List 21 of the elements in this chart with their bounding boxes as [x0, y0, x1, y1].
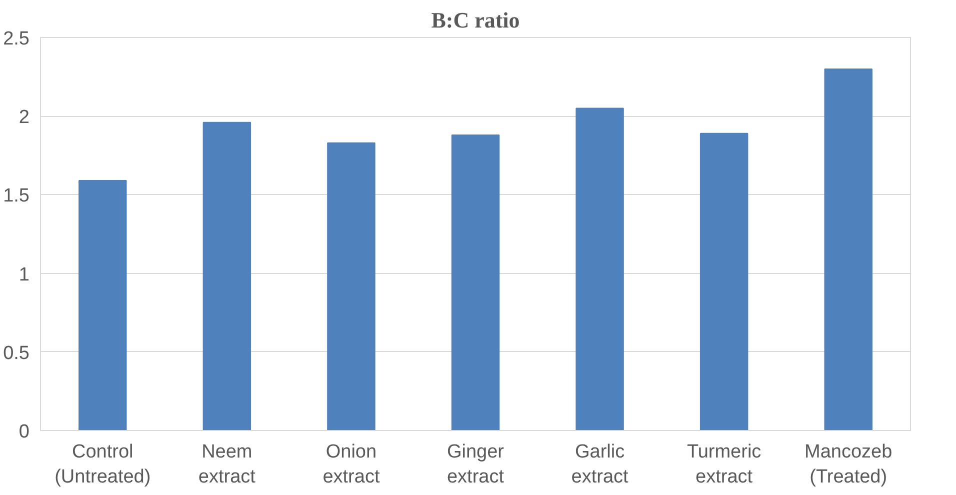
x-tick-label: Mancozeb (Treated) — [804, 442, 892, 488]
x-tick-label: Garlic extract — [571, 442, 630, 488]
y-tick-label: 1 — [18, 264, 30, 286]
x-tick-label: Neem extract — [198, 442, 256, 488]
chart-title: B:C ratio — [431, 8, 520, 32]
bar — [700, 132, 748, 430]
y-tick-label: 2 — [18, 107, 30, 128]
x-tick-label: Turmeric extract — [686, 442, 762, 488]
x-tick-label: Control (Untreated) — [54, 442, 151, 488]
x-tick-label: Onion extract — [322, 442, 380, 488]
bar — [451, 134, 500, 430]
bar — [202, 122, 252, 430]
x-tick-label: Ginger extract — [446, 442, 505, 488]
bar — [576, 108, 624, 430]
bar — [327, 142, 376, 430]
y-tick-label: 0.5 — [3, 342, 30, 364]
bar — [78, 180, 127, 430]
bar — [824, 68, 872, 430]
y-tick-label: 0 — [18, 422, 30, 442]
y-tick-label: 2.5 — [3, 28, 30, 50]
y-tick-label: 1.5 — [3, 186, 30, 207]
